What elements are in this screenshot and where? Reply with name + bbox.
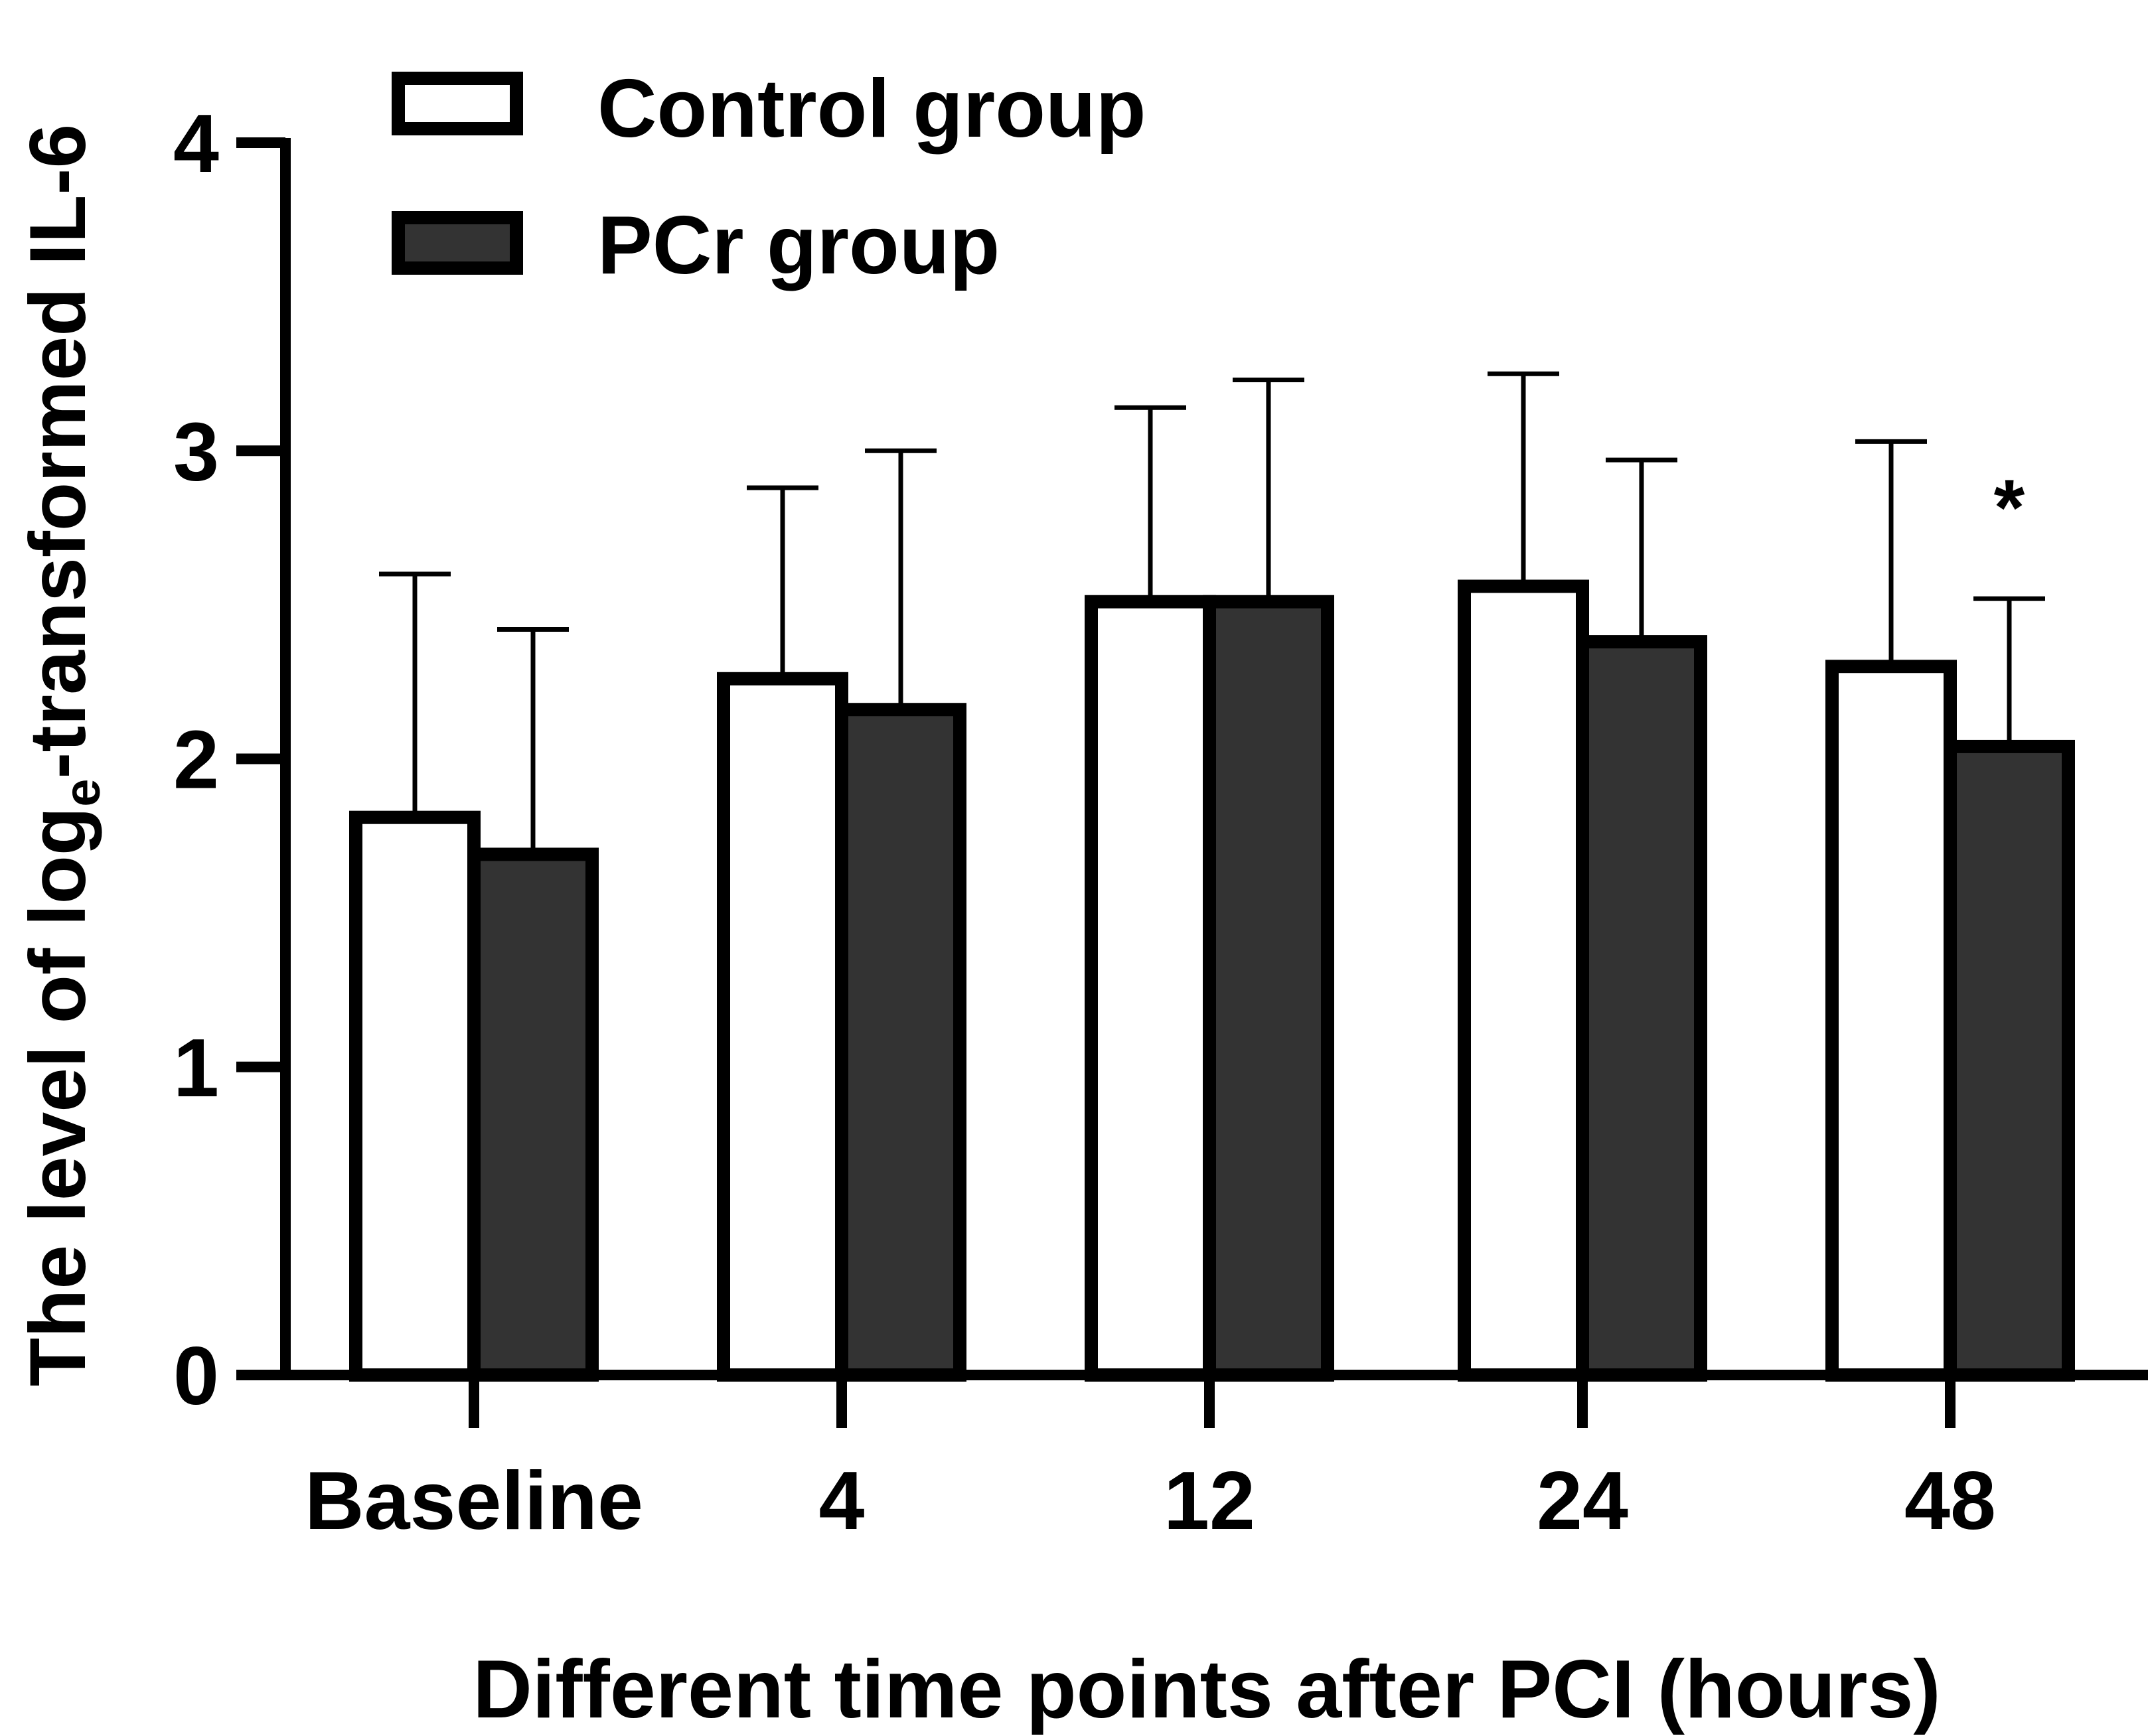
bar-control bbox=[1085, 595, 1216, 1382]
bar-control bbox=[1458, 579, 1589, 1382]
x-tick-label: 48 bbox=[1904, 1455, 1996, 1547]
y-tick-label: 0 bbox=[173, 1331, 219, 1422]
y-axis-label-subscript: e bbox=[54, 779, 111, 807]
legend-swatch-control bbox=[392, 72, 523, 135]
bar-control bbox=[717, 672, 848, 1382]
x-axis-label: Different time points after PCI (hours) bbox=[473, 1644, 1940, 1735]
bar-control bbox=[1825, 660, 1957, 1382]
x-tick-label: 4 bbox=[819, 1455, 865, 1547]
x-tick-label: Baseline bbox=[305, 1455, 643, 1547]
significance-mark: * bbox=[1994, 463, 2025, 552]
bar-pcr bbox=[1203, 595, 1334, 1382]
bar-pcr bbox=[467, 847, 599, 1382]
bar-pcr bbox=[1576, 635, 1707, 1382]
bar-control bbox=[349, 810, 481, 1382]
bars-layer: * bbox=[349, 371, 2075, 1382]
y-tick-label: 4 bbox=[173, 98, 219, 190]
y-tick-label: 2 bbox=[173, 715, 219, 806]
bar-pcr bbox=[1944, 739, 2075, 1382]
legend-label-control: Control group bbox=[597, 63, 1146, 155]
legend-label-pcr: PCr group bbox=[597, 200, 1000, 291]
x-tick-label: 12 bbox=[1164, 1455, 1255, 1547]
y-axis-label-prefix: The level of log bbox=[13, 807, 102, 1386]
x-tick-label: 24 bbox=[1537, 1455, 1628, 1547]
y-axis-label: The level of loge-transformed IL-6 bbox=[13, 124, 111, 1387]
legend: Control group PCr group bbox=[392, 63, 1146, 291]
y-tick-label: 3 bbox=[173, 406, 219, 498]
bar-pcr bbox=[835, 703, 966, 1382]
y-tick-label: 1 bbox=[173, 1023, 219, 1114]
y-axis-label-suffix: -transformed IL-6 bbox=[13, 124, 102, 779]
legend-swatch-pcr bbox=[392, 211, 523, 275]
